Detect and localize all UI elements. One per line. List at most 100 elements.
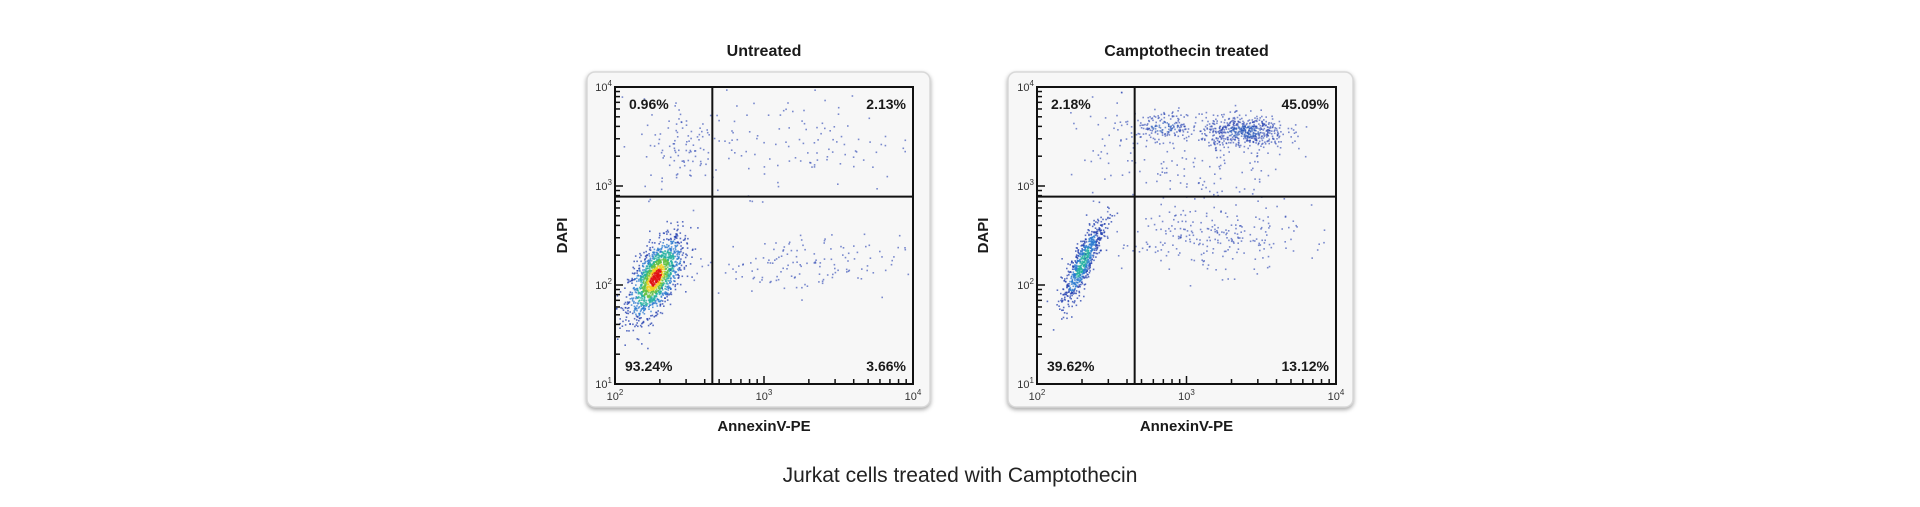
data-point [1064, 299, 1066, 301]
data-point [656, 279, 659, 282]
data-point [623, 303, 626, 305]
data-point [1260, 137, 1263, 140]
data-point [1179, 236, 1181, 238]
data-point [1233, 128, 1235, 131]
data-point [648, 272, 651, 275]
data-point [1071, 273, 1074, 276]
data-point [633, 300, 635, 303]
data-point [1066, 286, 1068, 289]
data-point [1206, 250, 1208, 252]
data-point [680, 248, 682, 251]
data-point [1278, 153, 1281, 156]
data-point [1278, 141, 1280, 143]
data-point [1098, 237, 1100, 239]
data-point [668, 145, 671, 148]
data-point [1248, 130, 1250, 132]
data-point [1272, 242, 1275, 245]
data-point [1091, 258, 1093, 260]
data-point [677, 269, 680, 272]
data-point [658, 265, 661, 268]
data-point [1089, 263, 1091, 265]
data-point [761, 279, 763, 281]
data-point [1225, 229, 1227, 231]
data-point [1087, 245, 1090, 248]
data-point [661, 287, 663, 290]
data-point [1089, 247, 1092, 250]
data-point [818, 273, 821, 275]
data-point [663, 155, 665, 157]
data-point [704, 174, 707, 177]
data-point [730, 149, 733, 151]
data-point [1116, 102, 1118, 104]
data-point [1224, 119, 1226, 121]
data-point [1172, 244, 1174, 246]
data-point [691, 249, 694, 251]
data-point [1182, 129, 1184, 131]
data-point [1237, 130, 1240, 133]
data-point [1195, 116, 1197, 119]
data-point [663, 276, 665, 279]
data-point [1236, 132, 1239, 134]
data-point [634, 325, 636, 328]
data-point [862, 159, 865, 161]
data-point [653, 261, 655, 263]
data-point [1240, 135, 1243, 137]
data-point [1157, 115, 1159, 117]
data-point [1223, 131, 1225, 134]
data-point [1168, 268, 1171, 270]
data-point [1069, 288, 1071, 291]
data-point [1135, 245, 1137, 248]
data-point [1249, 122, 1252, 124]
data-point [663, 268, 665, 270]
data-point [649, 230, 651, 233]
data-point [1247, 125, 1249, 128]
data-point [666, 299, 669, 301]
data-point [694, 150, 696, 152]
x-tick-label: 104 [905, 388, 922, 403]
data-point [1085, 264, 1088, 266]
data-point [1091, 236, 1094, 239]
data-point [1260, 170, 1263, 172]
data-point [1172, 111, 1174, 113]
data-point [1180, 114, 1182, 116]
data-point [1251, 193, 1254, 195]
data-point [1213, 193, 1215, 196]
data-point [1267, 140, 1269, 142]
data-point [1228, 128, 1230, 130]
data-point [646, 273, 649, 275]
data-point [1171, 160, 1173, 162]
data-point [1180, 123, 1183, 126]
data-point [651, 314, 654, 317]
data-point [1087, 249, 1090, 252]
data-point [1154, 251, 1157, 254]
data-point [680, 245, 682, 247]
data-point [1242, 124, 1244, 127]
data-point [643, 309, 645, 312]
data-point [641, 343, 643, 345]
data-point [654, 277, 656, 279]
data-point [643, 307, 645, 309]
data-point [685, 124, 688, 126]
data-point [653, 302, 655, 305]
data-point [1206, 128, 1209, 130]
data-point [821, 282, 824, 285]
data-point [1253, 123, 1255, 126]
data-point [1255, 129, 1257, 132]
data-point [675, 174, 678, 176]
data-point [1164, 133, 1167, 135]
data-point [1097, 123, 1100, 126]
data-point [1226, 122, 1229, 124]
data-point [701, 130, 703, 133]
data-point [674, 285, 676, 288]
data-point [648, 332, 651, 334]
data-point [1056, 304, 1058, 306]
data-point [1161, 171, 1164, 173]
data-point [1232, 138, 1234, 140]
data-point [647, 261, 650, 264]
data-point [1173, 125, 1175, 127]
data-point [1074, 283, 1077, 286]
data-point [665, 231, 668, 233]
data-point [1151, 117, 1154, 119]
data-point [1075, 267, 1078, 270]
data-point [1278, 136, 1280, 139]
